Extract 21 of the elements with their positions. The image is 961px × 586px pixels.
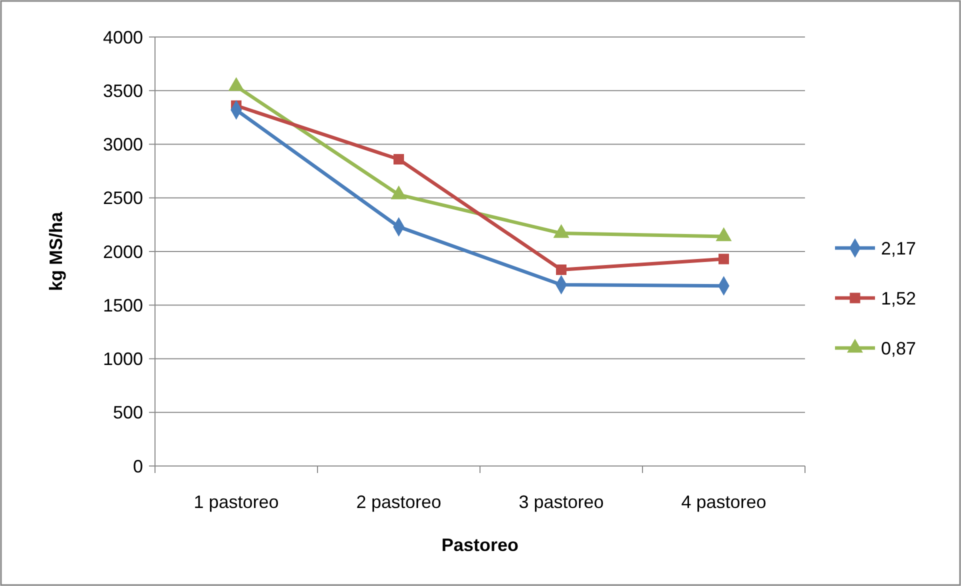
y-tick-label: 1000 bbox=[102, 349, 143, 370]
point bbox=[394, 154, 404, 165]
y-tick-label: 2500 bbox=[102, 188, 143, 208]
y-tick-label: 3000 bbox=[102, 134, 143, 155]
y-tick-label: 0 bbox=[132, 456, 143, 476]
legend-label: 0,87 bbox=[881, 338, 916, 358]
legend-label: 1,52 bbox=[881, 288, 916, 308]
y-tick-label: 2000 bbox=[102, 242, 143, 262]
y-axis-title: kg MS/ha bbox=[46, 211, 66, 292]
x-tick-label: 2 pastoreo bbox=[356, 492, 442, 512]
y-tick-label: 3500 bbox=[102, 80, 143, 101]
x-tick-label: 1 pastoreo bbox=[194, 492, 279, 512]
y-tick-label: 500 bbox=[112, 402, 143, 423]
x-tick-label: 4 pastoreo bbox=[681, 492, 766, 512]
y-tick-label: 1500 bbox=[102, 295, 143, 316]
legend-label: 2,17 bbox=[881, 238, 916, 258]
point bbox=[556, 264, 566, 275]
y-tick-label: 4000 bbox=[102, 27, 143, 48]
x-tick-label: 3 pastoreo bbox=[518, 492, 604, 512]
point bbox=[718, 254, 729, 264]
x-axis-title: Pastoreo bbox=[441, 535, 519, 555]
